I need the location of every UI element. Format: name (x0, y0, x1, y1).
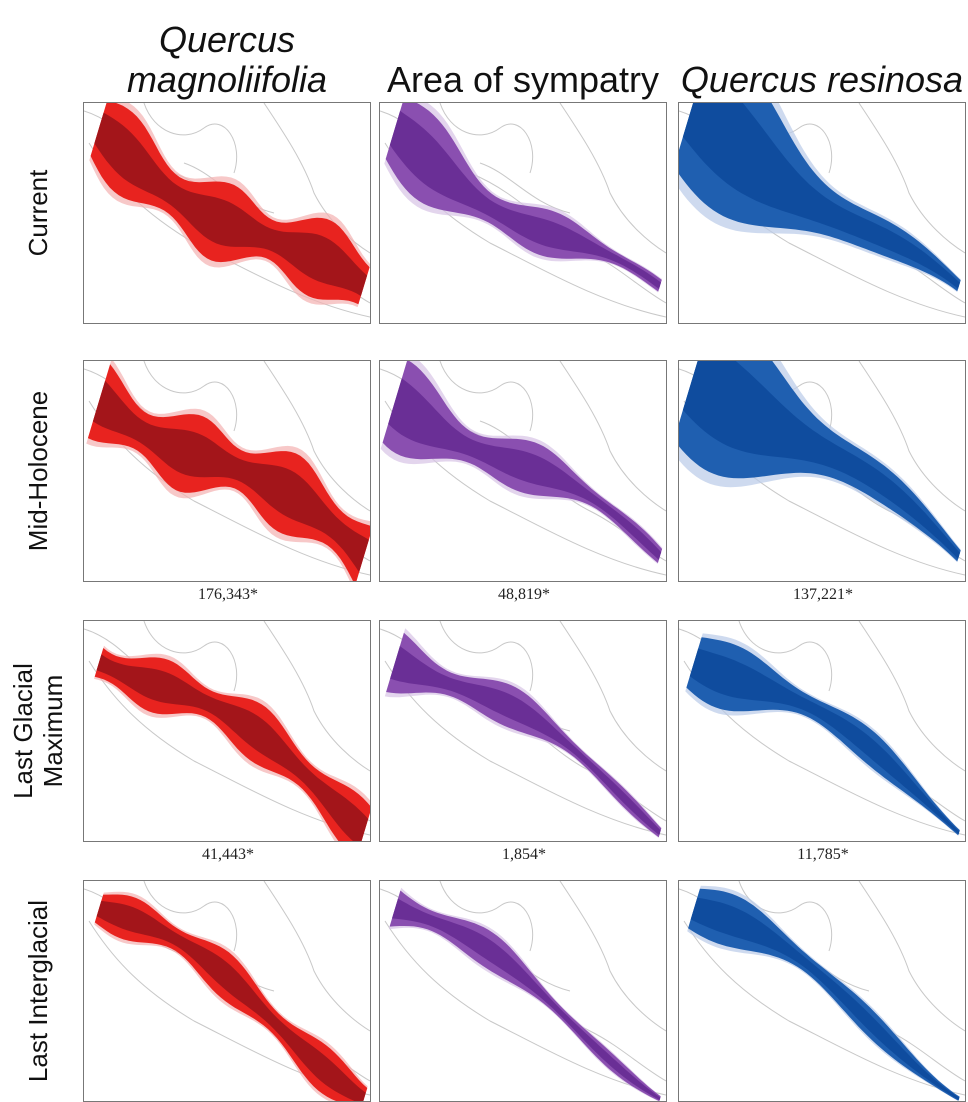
coastline (559, 361, 666, 512)
map-panel (379, 360, 667, 582)
range-area (682, 103, 960, 289)
range-area (96, 900, 366, 1101)
map-panel (83, 620, 371, 842)
coastline (384, 660, 666, 836)
map (84, 103, 370, 318)
row-label: Mid-Holocene (23, 390, 53, 552)
range-area (92, 380, 369, 573)
map-panel (379, 880, 667, 1102)
column-header: Area of sympatry (386, 59, 660, 100)
area-value: 137,221* (793, 586, 853, 603)
map (679, 361, 965, 576)
row-label: Current (23, 169, 53, 257)
map-panel (83, 360, 371, 582)
map-panel (678, 880, 966, 1102)
range-area (390, 646, 661, 836)
range-area (392, 898, 661, 1101)
coastline (858, 881, 965, 1032)
coastline (559, 621, 666, 772)
coastline (559, 881, 666, 1032)
coastline (683, 920, 965, 1096)
range-area (96, 654, 369, 841)
state-border (439, 103, 571, 214)
coastline (263, 881, 370, 1032)
map-panel (678, 620, 966, 842)
coastline (384, 920, 666, 1096)
coastline (263, 621, 370, 772)
range-area (690, 897, 960, 1100)
range-area (389, 110, 661, 290)
map (84, 881, 370, 1101)
coastline (858, 361, 965, 512)
map (679, 103, 965, 318)
map (380, 621, 666, 838)
map-panel (379, 102, 667, 324)
area-value: 176,343* (198, 586, 258, 603)
map (84, 361, 370, 581)
map (380, 103, 666, 318)
range-area (94, 112, 368, 296)
row-label: Last Interglacial (23, 899, 53, 1083)
range-area (388, 378, 662, 560)
map-panel (678, 360, 966, 582)
map-panel (83, 880, 371, 1102)
row-label: Last Glacial Maximum (8, 663, 68, 799)
range-area (689, 648, 960, 835)
coastline (559, 103, 666, 254)
coastline (263, 361, 370, 512)
map-panel (678, 102, 966, 324)
coastline (858, 103, 965, 254)
area-value: 48,819* (498, 586, 550, 603)
area-value: 11,785* (797, 846, 849, 863)
map (679, 881, 965, 1101)
column-header: Quercus magnoliifolia (126, 19, 328, 100)
coastline (858, 621, 965, 772)
map-panel (83, 102, 371, 324)
range-area (682, 361, 960, 559)
map (380, 881, 666, 1101)
map-panel (379, 620, 667, 842)
map (84, 621, 370, 841)
area-value: 41,443* (202, 846, 254, 863)
map (679, 621, 965, 836)
column-header: Quercus resinosa (680, 59, 964, 100)
map (380, 361, 666, 576)
area-value: 1,854* (502, 846, 546, 863)
coastline (88, 660, 370, 836)
